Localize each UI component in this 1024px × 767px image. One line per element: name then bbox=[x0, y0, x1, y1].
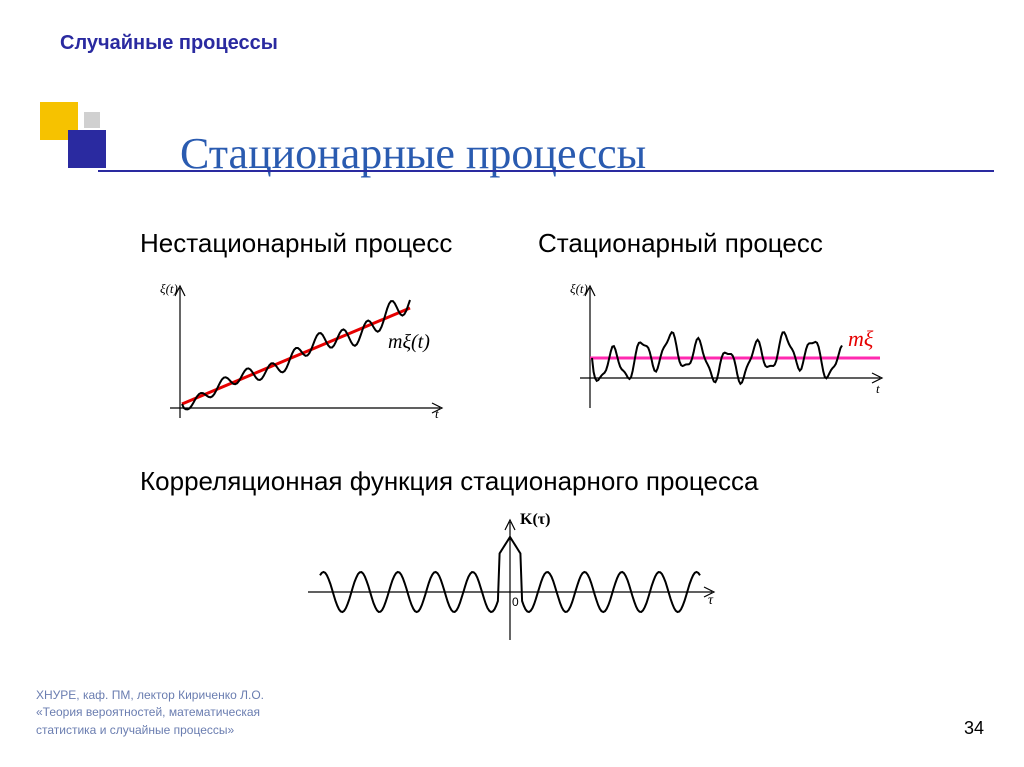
mean-label: mξ bbox=[848, 326, 874, 351]
logo-icon bbox=[40, 102, 112, 174]
chart-correlation: K(τ) τ 0 bbox=[300, 510, 720, 650]
y-axis-label: K(τ) bbox=[520, 511, 550, 528]
footer-line2: «Теория вероятностей, математическая bbox=[36, 704, 264, 721]
title-rule bbox=[98, 170, 994, 172]
slide: Случайные процессы Стационарные процессы… bbox=[0, 0, 1024, 767]
subtitle-nonstationary: Нестационарный процесс bbox=[140, 228, 452, 259]
x-axis-label: t bbox=[876, 381, 880, 396]
chart-nonstationary-svg: ξ(t) t mξ(t) bbox=[150, 278, 450, 428]
zero-label: 0 bbox=[512, 595, 519, 609]
breadcrumb: Случайные процессы bbox=[60, 32, 278, 55]
page-number: 34 bbox=[964, 718, 984, 739]
logo-sq3 bbox=[84, 112, 100, 128]
chart-nonstationary: ξ(t) t mξ(t) bbox=[150, 278, 450, 428]
y-axis-label: ξ(t) bbox=[160, 281, 178, 296]
footer-line1: ХНУРЕ, каф. ПМ, лектор Кириченко Л.О. bbox=[36, 687, 264, 704]
footer: ХНУРЕ, каф. ПМ, лектор Кириченко Л.О. «Т… bbox=[36, 687, 264, 739]
subtitle-correlation: Корреляционная функция стационарного про… bbox=[140, 466, 758, 497]
axes bbox=[580, 286, 882, 408]
y-axis-label: ξ(t) bbox=[570, 281, 588, 296]
mean-label: mξ(t) bbox=[388, 331, 430, 353]
logo-squares bbox=[40, 102, 112, 174]
x-axis-label: τ bbox=[708, 593, 714, 608]
subtitle-stationary: Стационарный процесс bbox=[538, 228, 823, 259]
chart-correlation-svg: K(τ) τ 0 bbox=[300, 510, 720, 650]
logo-sq2 bbox=[68, 130, 106, 168]
footer-line3: статистика и случайные процессы» bbox=[36, 722, 264, 739]
chart-stationary: ξ(t) t mξ bbox=[560, 278, 890, 428]
chart-stationary-svg: ξ(t) t mξ bbox=[560, 278, 890, 428]
